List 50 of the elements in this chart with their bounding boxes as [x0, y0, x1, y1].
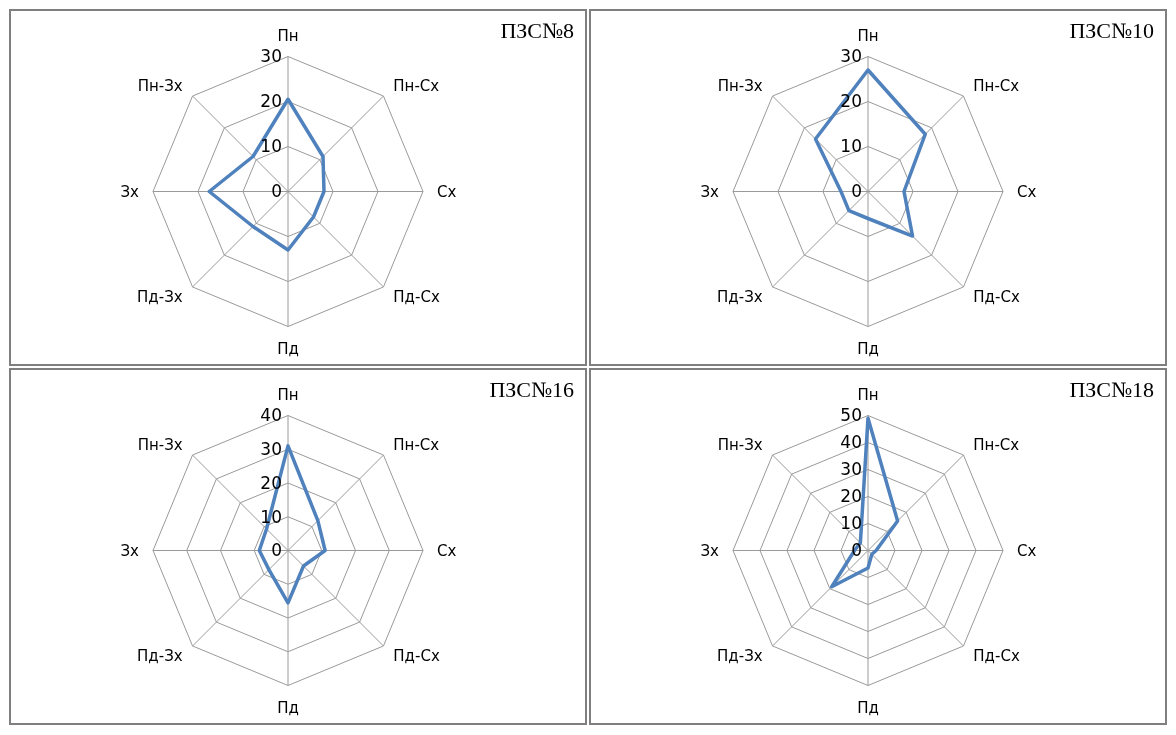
- spoke-label: Пд-Зх: [137, 288, 183, 307]
- y-tick-label: 40: [260, 405, 282, 426]
- spoke-label: Пн-Зх: [137, 77, 183, 96]
- spoke-label: Пд: [857, 699, 879, 717]
- spoke-label: Пд-Зх: [717, 647, 763, 666]
- y-tick-label: 30: [840, 459, 862, 480]
- text: ПЗС№10: [1069, 18, 1154, 43]
- y-tick-label: 10: [840, 136, 862, 157]
- text: ПЗС№16: [489, 377, 574, 402]
- spoke-label: Сх: [1017, 541, 1037, 560]
- spoke-label: Пд-Зх: [137, 647, 183, 666]
- y-tick-label: 0: [851, 181, 862, 202]
- spoke-label: Пд-Сх: [973, 647, 1020, 666]
- spoke-label: Пн-Зх: [717, 77, 763, 96]
- spoke-label: Зх: [700, 182, 720, 201]
- y-tick-label: 40: [840, 432, 862, 453]
- y-tick-label: 20: [840, 486, 862, 507]
- y-tick-label: 30: [840, 46, 862, 67]
- spoke-label: Пд: [277, 699, 299, 717]
- spoke-label: Пн-Сх: [393, 436, 440, 455]
- text: ПЗС№18: [1069, 377, 1154, 402]
- text: ПЗС№8: [500, 18, 574, 43]
- spoke-label: Пн-Зх: [137, 436, 183, 455]
- spoke-label: Сх: [1017, 182, 1037, 201]
- spoke-label: Пд-Сх: [393, 647, 440, 666]
- spoke-label: Пд-Сх: [393, 288, 440, 307]
- y-tick-label: 30: [260, 46, 282, 67]
- spoke-label: Пн: [277, 386, 299, 404]
- spoke-label: Сх: [437, 182, 457, 201]
- y-tick-label: 0: [271, 181, 282, 202]
- spoke-label: Сх: [437, 541, 457, 560]
- spoke-label: Зх: [120, 182, 140, 201]
- spoke-label: Пд-Сх: [973, 288, 1020, 307]
- y-tick-label: 10: [260, 136, 282, 157]
- y-tick-label: 0: [271, 540, 282, 561]
- spoke-label: Пн: [857, 386, 879, 404]
- spoke-label: Пд: [857, 340, 879, 358]
- spoke-label: Зх: [120, 541, 140, 560]
- spoke-label: Пн-Сх: [973, 77, 1020, 96]
- spoke-label: Пн-Зх: [717, 436, 763, 455]
- spoke-label: Пн-Сх: [973, 436, 1020, 455]
- spoke-label: Пд: [277, 340, 299, 358]
- y-tick-label: 50: [840, 405, 862, 426]
- spoke-label: Пн: [277, 27, 299, 45]
- spoke-label: Пн-Сх: [393, 77, 440, 96]
- y-tick-label: 30: [260, 439, 282, 460]
- spoke-label: Пд-Зх: [717, 288, 763, 307]
- spoke-label: Зх: [700, 541, 720, 560]
- y-tick-label: 20: [260, 91, 282, 112]
- spoke-label: Пн: [857, 27, 879, 45]
